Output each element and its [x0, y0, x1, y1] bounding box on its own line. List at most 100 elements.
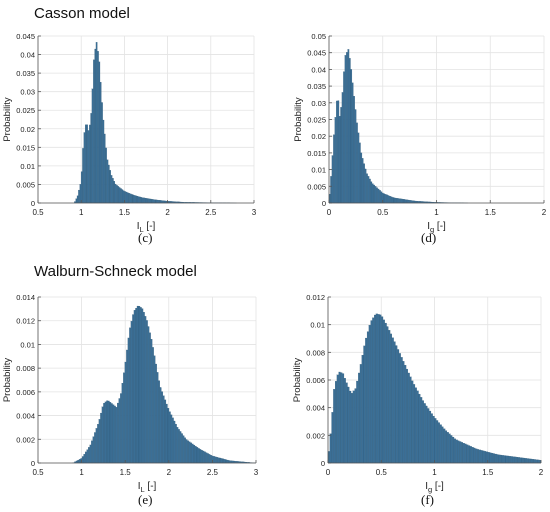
- histogram-bar: [188, 441, 191, 464]
- histogram-bar: [337, 100, 340, 204]
- x-tick-label: 1: [79, 468, 84, 477]
- histogram-bar: [361, 158, 364, 204]
- histogram-bar: [152, 347, 154, 464]
- histogram-bar: [389, 195, 391, 204]
- x-axis-label: Ig [-]: [425, 481, 444, 494]
- histogram-bar: [443, 428, 446, 464]
- histogram-bar: [407, 199, 410, 204]
- y-tick-label: 0.005: [307, 182, 326, 191]
- x-tick-label: 0.5: [376, 468, 388, 477]
- histogram-bar: [112, 178, 114, 204]
- histogram-bar: [368, 325, 371, 464]
- histogram-bar: [94, 48, 97, 204]
- histogram-bar: [381, 316, 384, 464]
- histogram-bar: [87, 130, 90, 204]
- histogram-bar: [120, 393, 122, 464]
- histogram-bar: [384, 322, 387, 464]
- histogram-bar: [185, 439, 188, 464]
- histogram-bar: [418, 393, 421, 464]
- histogram-bar: [133, 310, 136, 464]
- histogram-bar: [94, 432, 96, 464]
- histogram-bar: [168, 411, 171, 464]
- y-axis-label: Probability: [293, 97, 304, 142]
- histogram-bar: [181, 433, 183, 464]
- histogram-bar: [86, 449, 89, 464]
- x-tick-label: 0.5: [32, 208, 44, 217]
- plot-area: [38, 36, 254, 203]
- histogram-bar: [343, 378, 346, 464]
- histogram-bar: [436, 420, 439, 464]
- histogram-bar: [200, 450, 203, 464]
- histogram-bar: [388, 330, 391, 464]
- x-tick-label: 1: [434, 208, 439, 217]
- y-tick-label: 0.008: [16, 364, 35, 373]
- histogram-bar: [78, 189, 80, 204]
- histogram-bar: [394, 197, 397, 204]
- histogram-bar: [532, 459, 534, 464]
- histogram-bar: [358, 372, 361, 464]
- histogram-bar: [132, 194, 134, 204]
- histogram-bar: [330, 176, 332, 204]
- histogram-bar: [99, 82, 102, 204]
- histogram-bar: [179, 431, 182, 464]
- x-tick-label: 2: [542, 208, 547, 217]
- y-tick-label: 0.025: [307, 116, 326, 125]
- y-tick-label: 0.04: [311, 65, 326, 74]
- histogram-bar: [216, 457, 218, 464]
- histogram-bar: [351, 82, 354, 204]
- histogram-bar: [425, 405, 428, 464]
- histogram-bar: [147, 326, 150, 464]
- histogram-bar: [334, 117, 337, 204]
- histogram-bar: [338, 371, 341, 464]
- chart-panel-1: 0 0.5 1 1.5 2 0 0.005 0.01 0.015 0.02 0.025 0.03 0.0…: [293, 32, 547, 234]
- y-tick-label: 0.01: [310, 321, 325, 330]
- histogram-bar: [120, 188, 122, 204]
- histogram-bar: [196, 447, 199, 464]
- histogram-bar: [347, 49, 350, 204]
- histogram-bar: [535, 459, 538, 464]
- histogram-bar: [190, 442, 193, 464]
- histogram-bar: [402, 199, 404, 204]
- histogram-bar: [110, 175, 113, 204]
- histogram-bar: [387, 195, 390, 204]
- section-title-walburn-schneck: Walburn-Schneck model: [34, 263, 197, 280]
- histogram-bar: [333, 389, 336, 464]
- y-tick-label: 0: [321, 459, 325, 468]
- histogram-bar: [393, 197, 396, 204]
- histogram-bar: [423, 403, 426, 464]
- histogram-bar: [396, 198, 398, 204]
- histogram-bar: [220, 458, 223, 464]
- histogram-bar: [147, 198, 149, 204]
- histogram-bar: [100, 412, 102, 464]
- histogram-bar: [331, 155, 334, 204]
- histogram-bar: [124, 361, 127, 464]
- histogram-bar: [155, 363, 157, 464]
- y-tick-label: 0.002: [16, 435, 35, 444]
- histogram-bar: [398, 353, 401, 464]
- x-axis-label: Ig [-]: [427, 221, 446, 234]
- histogram-bar: [143, 197, 145, 204]
- histogram-bar: [331, 412, 334, 464]
- histogram-bar: [207, 453, 209, 464]
- histogram-bar: [75, 198, 78, 204]
- y-tick-label: 0.01: [20, 162, 35, 171]
- section-title-casson: Casson model: [34, 5, 130, 22]
- histogram-bar: [336, 100, 338, 204]
- histogram-bar: [406, 368, 408, 464]
- histogram-bar: [363, 163, 365, 204]
- histogram-bar: [135, 195, 137, 204]
- histogram-bar: [141, 197, 144, 204]
- histogram-bar: [365, 337, 368, 464]
- histogram-bar: [101, 406, 104, 464]
- histogram-bar: [121, 383, 124, 464]
- histogram-bar: [530, 458, 533, 464]
- x-tick-label: 2.5: [207, 468, 219, 477]
- histogram-bar: [374, 314, 377, 464]
- histogram-bar: [380, 191, 383, 204]
- histogram-bar: [477, 449, 479, 464]
- histogram-bar: [361, 355, 364, 464]
- histogram-bar: [430, 413, 433, 464]
- histogram-bar: [343, 71, 345, 204]
- y-tick-label: 0.02: [311, 132, 326, 141]
- histogram-bar: [153, 355, 156, 464]
